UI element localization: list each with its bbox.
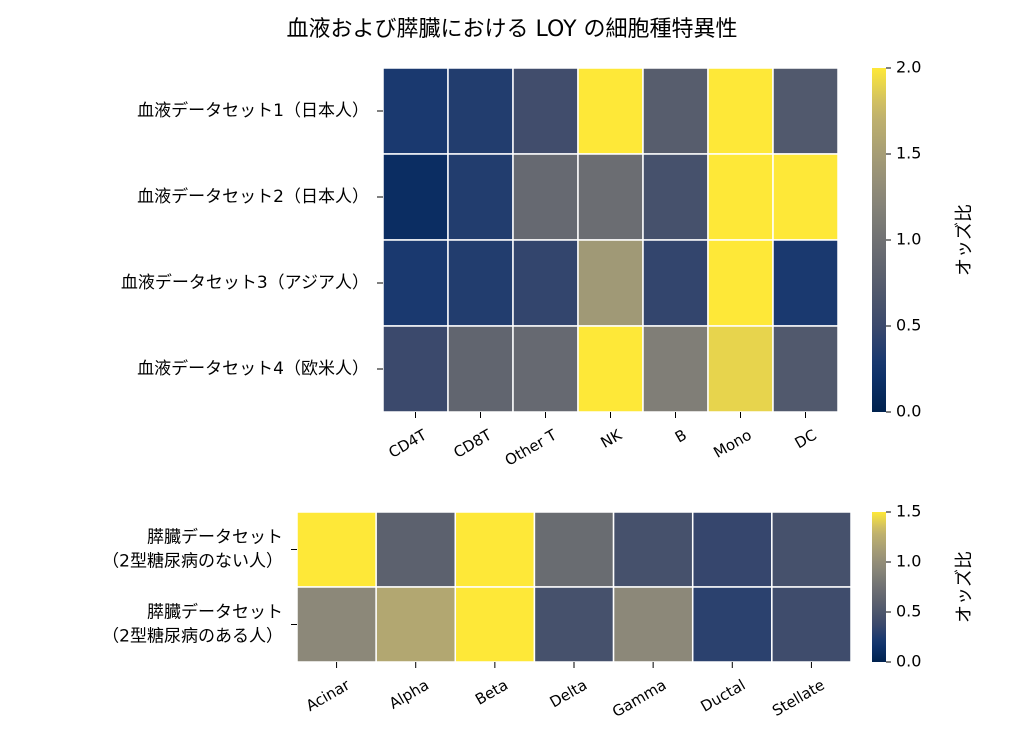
y-tick-label: 膵臓データセット [147, 602, 283, 623]
colorbar-tick-label: 0.5 [896, 602, 921, 621]
heatmap-cell [533, 511, 615, 588]
x-tick-label: B [672, 426, 690, 447]
x-tick-label: DC [792, 426, 820, 453]
x-tick-label: Other T [502, 425, 561, 469]
heatmap-cell [612, 586, 694, 663]
heatmap-cell [691, 586, 773, 663]
heatmap-cell [577, 325, 644, 413]
colorbar [872, 68, 886, 412]
heatmap-cell [642, 67, 709, 155]
heatmap-cell [772, 325, 839, 413]
heatmap-cell [577, 67, 644, 155]
heatmap-cell [454, 511, 536, 588]
colorbar [872, 512, 886, 662]
colorbar-tick-label: 1.5 [896, 502, 921, 521]
colorbar-tick-label: 1.0 [896, 230, 921, 249]
x-tick-label: Gamma [609, 676, 669, 721]
heatmap-cell [772, 153, 839, 241]
x-tick-label: Delta [547, 676, 591, 712]
y-tick-label: 血液データセット3（アジア人） [121, 272, 369, 293]
heatmap-cell [382, 153, 449, 241]
heatmap-cell [512, 67, 579, 155]
heatmap-cell [707, 153, 774, 241]
x-tick-label: Mono [710, 426, 754, 462]
colorbar-label: オッズ比 [954, 204, 975, 276]
x-tick-label: Acinar [303, 675, 354, 715]
y-tick-label: 血液データセット2（日本人） [137, 186, 369, 207]
heatmap-cell [612, 511, 694, 588]
heatmap-cell [447, 153, 514, 241]
heatmap-cell [642, 153, 709, 241]
heatmap-cell [772, 239, 839, 327]
heatmap-cell [296, 586, 377, 663]
colorbar-tick-label: 0.0 [896, 402, 921, 421]
colorbar-label: オッズ比 [954, 551, 975, 623]
heatmap-cell [771, 586, 852, 663]
heatmap-cell [512, 153, 579, 241]
heatmap-cell [707, 239, 774, 327]
heatmap-cell [512, 325, 579, 413]
colorbar-tick-label: 1.5 [896, 144, 921, 163]
heatmap-cell [296, 511, 377, 588]
x-tick-label: CD4T [385, 425, 430, 461]
x-tick-label: Beta [472, 676, 511, 709]
colorbar-tick-label: 1.0 [896, 552, 921, 571]
heatmap-cell [447, 239, 514, 327]
x-tick-label: CD8T [450, 425, 495, 461]
heatmap-cell [771, 511, 852, 588]
heatmap-cell [642, 325, 709, 413]
heatmap-cell [382, 325, 449, 413]
heatmap-cell [707, 67, 774, 155]
x-tick-label: Ductal [697, 676, 748, 716]
heatmap-cell [772, 67, 839, 155]
heatmap-cell [382, 67, 449, 155]
heatmap-cell [375, 586, 457, 663]
y-tick-label: （2型糖尿病のない人） [102, 552, 283, 572]
colorbar-tick-label: 2.0 [896, 58, 921, 77]
y-tick-label: 血液データセット1（日本人） [137, 100, 369, 121]
heatmap-cell [707, 325, 774, 413]
heatmap-cell [447, 67, 514, 155]
heatmap-cell [512, 239, 579, 327]
x-tick-label: NK [598, 425, 626, 452]
x-tick-label: Stellate [769, 676, 828, 720]
heatmap-cell [447, 325, 514, 413]
colorbar-tick-label: 0.5 [896, 316, 921, 335]
heatmap-cell [454, 586, 536, 663]
heatmap-cell [533, 586, 615, 663]
chart-title: 血液および膵臓における LOY の細胞種特異性 [286, 17, 737, 42]
heatmap-cell [642, 239, 709, 327]
heatmap-cell [691, 511, 773, 588]
heatmap-cell [577, 153, 644, 241]
y-tick-label: （2型糖尿病のある人） [102, 627, 283, 647]
x-tick-label: Alpha [386, 676, 432, 713]
colorbar-tick-label: 0.0 [896, 652, 921, 671]
heatmap-cell [577, 239, 644, 327]
y-tick-label: 膵臓データセット [147, 527, 283, 548]
heatmap-cell [375, 511, 457, 588]
heatmap-cell [382, 239, 449, 327]
y-tick-label: 血液データセット4（欧米人） [137, 358, 369, 379]
